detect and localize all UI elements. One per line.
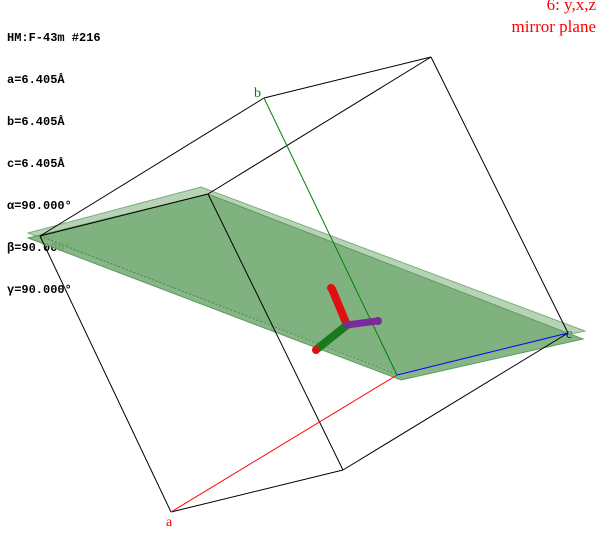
- axis-b-label: b: [254, 86, 261, 101]
- cell-edge: [264, 57, 431, 98]
- cell-edge: [208, 57, 431, 194]
- marker-tip-purple: [374, 317, 382, 325]
- marker-tip-green: [312, 346, 320, 354]
- cell-edge: [171, 470, 343, 512]
- axis-c-label: c: [566, 327, 572, 342]
- marker-arm-purple: [347, 321, 377, 325]
- axis-a-line: [171, 375, 397, 512]
- marker-tip-red: [327, 284, 335, 292]
- mirror-plane: [28, 187, 585, 380]
- axis-a-label: a: [166, 515, 173, 530]
- mirror-plane-front-face: [28, 194, 583, 380]
